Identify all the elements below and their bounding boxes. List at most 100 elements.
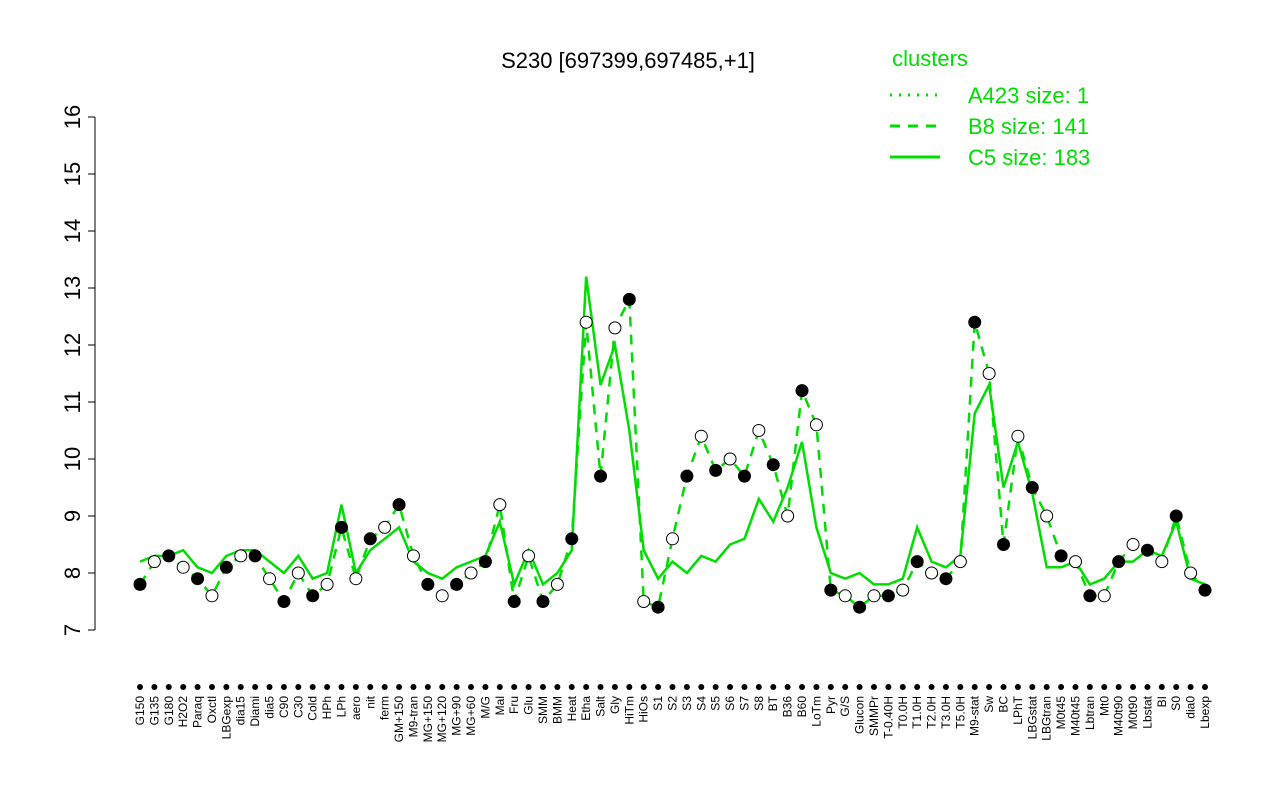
sample-point [853, 600, 867, 614]
sample-point [824, 583, 838, 597]
x-tick-label: C30 [291, 696, 305, 718]
legend-label: A423 size: 1 [968, 83, 1089, 108]
x-tick [1115, 684, 1122, 690]
x-tick-label: G/S [838, 696, 852, 717]
x-tick-label: S0 [1169, 696, 1183, 711]
sample-point [1097, 589, 1111, 603]
x-tick [237, 684, 244, 690]
x-tick [511, 684, 518, 690]
chart-title: S230 [697399,697485,+1] [501, 48, 755, 73]
sample-point [594, 469, 608, 483]
x-tick [899, 684, 906, 690]
x-tick-label: SMMPr [867, 696, 881, 736]
x-tick-label: dia15 [234, 696, 248, 726]
series-line [138, 294, 1206, 609]
x-tick-label: Gly [608, 696, 622, 714]
x-tick-label: BMM [550, 696, 564, 724]
sample-point [478, 555, 492, 569]
sample-point [363, 532, 377, 546]
x-tick [1029, 684, 1036, 690]
x-tick [870, 684, 877, 690]
sample-point [421, 577, 435, 591]
sample-point [896, 583, 910, 597]
x-tick-label: T0.0H [896, 696, 910, 729]
x-tick [597, 684, 604, 690]
x-tick-label: G180 [162, 696, 176, 726]
x-tick [914, 684, 921, 690]
legend-label: C5 size: 183 [968, 145, 1090, 170]
x-tick [1043, 684, 1050, 690]
x-tick [928, 684, 935, 690]
sample-point [536, 595, 550, 608]
x-tick [208, 684, 215, 690]
sample-point [766, 458, 780, 472]
y-tick-label: 13 [60, 276, 85, 300]
sample-point [493, 498, 507, 512]
x-tick-label: Paraq [191, 696, 205, 728]
y-tick-label: 10 [60, 447, 85, 471]
y-tick-label: 11 [60, 391, 85, 414]
x-tick-label: Salt [594, 695, 608, 716]
x-tick [324, 684, 331, 690]
x-tick [165, 684, 172, 690]
x-tick-label: C90 [277, 696, 291, 718]
x-tick [784, 684, 791, 690]
sample-point [910, 555, 924, 569]
x-tick-label: T5.0H [953, 696, 967, 729]
x-tick-label: LBGtran [1040, 696, 1054, 741]
x-tick-label: MG+90 [450, 696, 464, 736]
x-tick [554, 684, 561, 690]
x-tick [309, 684, 316, 690]
legend-title: clusters [892, 46, 968, 71]
x-tick [453, 684, 460, 690]
x-tick-label: S5 [709, 696, 723, 711]
x-tick-label: Oxctl [205, 696, 219, 723]
sample-point [191, 572, 205, 586]
x-tick-label: Lbexp [1198, 696, 1212, 729]
x-tick [712, 684, 719, 690]
sample-point [219, 560, 233, 574]
x-tick-label: Mt0 [1097, 696, 1111, 716]
x-tick-label: S8 [752, 696, 766, 711]
x-tick-label: M0t45 [1054, 696, 1068, 730]
x-tick-label: Etha [579, 696, 593, 721]
sample-point [694, 429, 708, 443]
x-tick [266, 684, 273, 690]
sample-point [248, 549, 262, 563]
x-tick-label: MG+150 [421, 696, 435, 743]
sample-point [752, 424, 766, 437]
sample-point [651, 600, 665, 614]
x-tick [396, 684, 403, 690]
x-tick [194, 684, 201, 690]
sample-point [637, 595, 651, 608]
x-tick [280, 684, 287, 690]
sample-point [1068, 555, 1082, 569]
x-tick [1058, 684, 1065, 690]
x-tick [1000, 684, 1007, 690]
x-tick [137, 684, 143, 690]
x-tick-label: BC [997, 696, 1011, 713]
x-tick [1158, 684, 1165, 690]
x-tick [957, 684, 964, 690]
sample-point [622, 292, 636, 306]
x-tick [971, 684, 978, 690]
x-tick-label: S4 [694, 696, 708, 711]
x-tick [669, 684, 676, 690]
x-tick [180, 684, 187, 690]
x-tick-label: HPh [320, 696, 334, 719]
x-tick-label: M/G [478, 696, 492, 719]
x-tick-label: Pyr [824, 696, 838, 714]
sample-point [809, 418, 823, 432]
x-tick [799, 684, 806, 690]
sample-point [925, 566, 939, 580]
sample-point [162, 549, 176, 563]
sample-point [1011, 429, 1025, 443]
sample-point [1040, 509, 1054, 523]
sample-point [392, 498, 406, 512]
x-tick [626, 684, 633, 690]
legend-label: B8 size: 141 [968, 114, 1089, 139]
sample-point [781, 509, 795, 523]
x-tick-label: SMM [536, 696, 550, 724]
x-tick-label: T-0.40H [881, 696, 895, 739]
